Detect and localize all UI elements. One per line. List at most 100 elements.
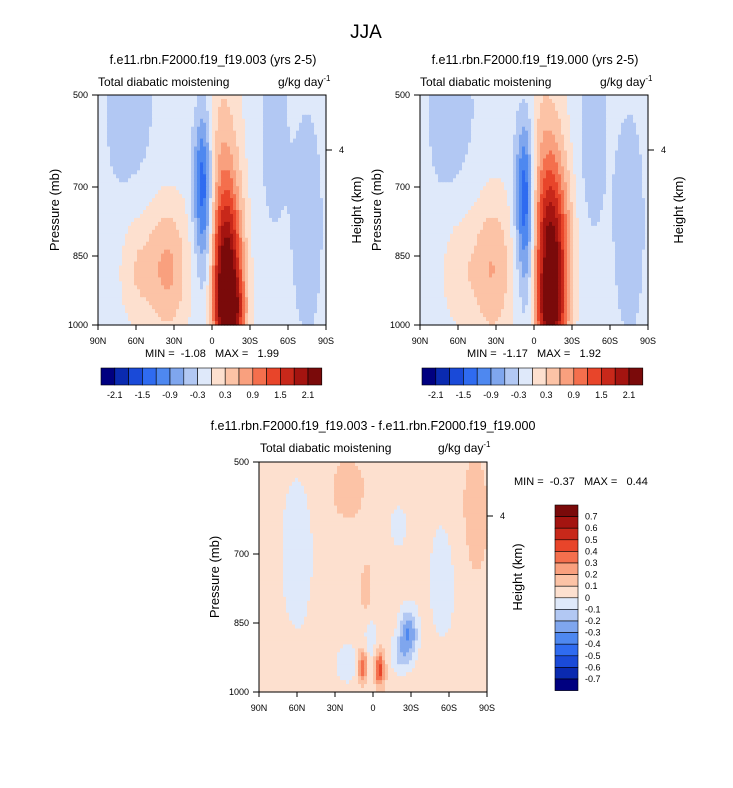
contour-cell xyxy=(239,237,243,243)
contour-cell xyxy=(182,202,186,207)
contour-cell xyxy=(140,225,144,231)
contour-cell xyxy=(290,213,294,219)
contour-cell xyxy=(122,95,126,100)
contour-cell xyxy=(107,166,111,171)
contour-cell xyxy=(107,134,111,140)
contour-cell xyxy=(212,202,216,207)
contour-cell xyxy=(116,154,120,160)
contour-cell xyxy=(320,210,324,215)
contour-cell xyxy=(293,130,297,136)
contour-cell xyxy=(173,182,177,187)
contour-cell xyxy=(278,237,282,243)
contour-cell xyxy=(254,198,258,203)
contour-cell xyxy=(200,138,204,144)
contour-cell xyxy=(284,158,288,164)
contour-cell xyxy=(314,174,318,179)
contour-cell xyxy=(152,198,156,203)
contour-cell xyxy=(242,210,246,215)
contour-cell xyxy=(236,225,240,231)
contour-cell xyxy=(257,138,261,144)
contour-cell xyxy=(113,194,117,199)
contour-cell xyxy=(230,198,234,203)
contour-cell xyxy=(164,194,168,199)
contour-cell xyxy=(278,130,282,136)
contour-cell xyxy=(239,170,243,175)
contour-cell xyxy=(170,206,174,211)
contour-cell xyxy=(176,217,180,223)
contour-cell xyxy=(167,217,171,223)
contour-cell xyxy=(230,102,234,108)
contour-cell xyxy=(128,126,132,132)
contour-cell xyxy=(230,249,234,255)
contour-cell xyxy=(311,98,315,104)
contour-cell xyxy=(170,174,174,179)
contour-cell xyxy=(173,162,177,167)
contour-cell xyxy=(218,221,222,227)
contour-cell xyxy=(218,198,222,203)
contour-cell xyxy=(314,134,318,140)
contour-cell xyxy=(296,198,300,203)
contour-cell xyxy=(245,237,249,243)
contour-cell xyxy=(314,198,318,203)
contour-cell xyxy=(134,138,138,144)
contour-cell xyxy=(206,225,210,231)
contour-cell xyxy=(140,229,144,235)
contour-cell xyxy=(164,138,168,144)
contour-cell xyxy=(290,174,294,179)
contour-cell xyxy=(110,202,114,207)
contour-cell xyxy=(302,174,306,179)
contour-cell xyxy=(146,182,150,187)
contour-cell xyxy=(122,249,126,255)
contour-cell xyxy=(140,114,144,120)
contour-cell xyxy=(242,186,246,191)
contour-cell xyxy=(182,249,186,255)
contour-cell xyxy=(260,237,264,243)
contour-cell xyxy=(224,126,228,132)
contour-cell xyxy=(131,225,135,231)
contour-cell xyxy=(128,241,132,247)
contour-cell xyxy=(167,166,171,171)
contour-cell xyxy=(290,194,294,199)
contour-cell xyxy=(239,233,243,239)
contour-cell xyxy=(257,162,261,167)
contour-cell xyxy=(230,122,234,128)
contour-cell xyxy=(116,138,120,144)
contour-cell xyxy=(140,217,144,223)
contour-cell xyxy=(314,245,318,251)
contour-cell xyxy=(311,233,315,239)
contour-cell xyxy=(245,106,249,112)
contour-cell xyxy=(110,138,114,144)
contour-cell xyxy=(101,150,105,156)
contour-cell xyxy=(224,134,228,140)
contour-cell xyxy=(287,229,291,235)
contour-cell xyxy=(302,134,306,140)
contour-cell xyxy=(98,162,102,167)
contour-cell xyxy=(164,170,168,175)
y-axis-label: Pressure (mb) xyxy=(47,169,62,251)
contour-cell xyxy=(185,130,189,136)
contour-cell xyxy=(287,98,291,104)
contour-cell xyxy=(320,166,324,171)
contour-cell xyxy=(239,178,243,183)
contour-cell xyxy=(158,213,162,219)
contour-cell xyxy=(200,198,204,203)
contour-cell xyxy=(305,210,309,215)
contour-cell xyxy=(320,158,324,164)
contour-cell xyxy=(302,114,306,120)
contour-cell xyxy=(179,162,183,167)
contour-cell xyxy=(191,202,195,207)
contour-cell xyxy=(254,237,258,243)
contour-cell xyxy=(311,150,315,156)
contour-cell xyxy=(110,142,114,148)
contour-cell xyxy=(101,217,105,223)
contour-cell xyxy=(191,245,195,251)
contour-cell xyxy=(290,150,294,156)
contour-cell xyxy=(128,190,132,195)
contour-cell xyxy=(200,98,204,104)
contour-cell xyxy=(266,221,270,227)
contour-cell xyxy=(104,170,108,175)
units-label: g/kg day xyxy=(278,75,323,89)
contour-cell xyxy=(224,142,228,148)
contour-cell xyxy=(230,229,234,235)
contour-cell xyxy=(119,225,123,231)
